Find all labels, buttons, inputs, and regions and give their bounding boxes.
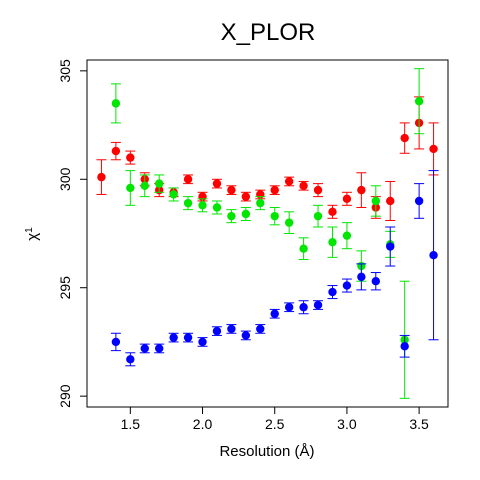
x-tick-label: 2.0 xyxy=(193,416,213,432)
data-point xyxy=(270,309,279,318)
data-point xyxy=(313,185,323,195)
y-axis-title: χ1 xyxy=(24,227,42,241)
x-axis: 1.5 2.0 2.5 3.0 3.5 xyxy=(121,407,429,432)
data-point xyxy=(227,185,236,195)
data-point xyxy=(140,344,149,353)
data-point xyxy=(386,242,395,251)
data-point xyxy=(111,146,121,156)
y-tick-label: 305 xyxy=(57,59,73,83)
data-point xyxy=(414,97,424,106)
data-point xyxy=(328,287,337,297)
data-point xyxy=(212,326,222,336)
data-point xyxy=(284,303,294,312)
data-point xyxy=(429,144,438,154)
data-point xyxy=(371,277,380,286)
series-layer xyxy=(96,68,439,399)
data-point xyxy=(169,333,178,342)
data-point xyxy=(357,185,366,195)
y-tick-label: 290 xyxy=(57,384,73,408)
data-point xyxy=(256,324,265,334)
data-point xyxy=(299,244,308,253)
data-point xyxy=(155,179,164,188)
data-point xyxy=(313,300,323,310)
data-point xyxy=(357,272,366,282)
data-point xyxy=(270,211,279,221)
data-point xyxy=(342,231,352,240)
series-1 xyxy=(96,96,439,221)
data-point xyxy=(313,211,323,221)
data-point xyxy=(97,172,106,182)
data-point xyxy=(241,331,251,340)
data-point xyxy=(400,133,409,143)
data-point xyxy=(256,198,265,208)
x-tick-label: 2.5 xyxy=(265,416,285,432)
data-point xyxy=(284,218,294,227)
plot-frame xyxy=(86,59,449,408)
data-point xyxy=(227,211,236,221)
data-point xyxy=(241,209,251,219)
data-point xyxy=(299,181,308,190)
data-point xyxy=(198,337,207,347)
data-point xyxy=(371,196,380,206)
data-point xyxy=(270,185,279,195)
data-point xyxy=(126,355,135,364)
data-point xyxy=(183,175,193,184)
series-2 xyxy=(110,68,425,399)
data-point xyxy=(212,179,222,188)
data-point xyxy=(328,207,337,217)
chart-title: X_PLOR xyxy=(221,19,316,46)
data-point xyxy=(111,337,121,347)
data-point xyxy=(328,237,337,247)
x-tick-label: 3.0 xyxy=(337,416,357,432)
series-3 xyxy=(110,170,439,367)
y-tick-label: 300 xyxy=(57,167,73,191)
x-tick-label: 3.5 xyxy=(409,416,429,432)
x-axis-title: Resolution (Å) xyxy=(219,443,314,460)
data-point xyxy=(155,344,164,353)
data-point xyxy=(126,183,135,193)
data-point xyxy=(111,99,121,108)
data-point xyxy=(400,342,409,351)
data-point xyxy=(140,181,149,190)
x-tick-label: 1.5 xyxy=(121,416,141,432)
data-point xyxy=(299,303,308,312)
data-point xyxy=(212,203,222,212)
data-point xyxy=(183,333,193,342)
data-point xyxy=(126,153,135,162)
data-point xyxy=(342,281,352,290)
data-point xyxy=(241,192,251,201)
y-tick-label: 295 xyxy=(57,276,73,300)
data-point xyxy=(284,177,294,186)
y-axis: 290 295 300 305 xyxy=(57,59,87,408)
data-point xyxy=(183,198,193,208)
data-point xyxy=(386,196,395,206)
data-point xyxy=(414,196,424,206)
data-point xyxy=(198,201,207,210)
data-point xyxy=(169,190,178,199)
data-point xyxy=(429,250,438,260)
data-point xyxy=(342,194,352,203)
data-point xyxy=(227,324,236,334)
